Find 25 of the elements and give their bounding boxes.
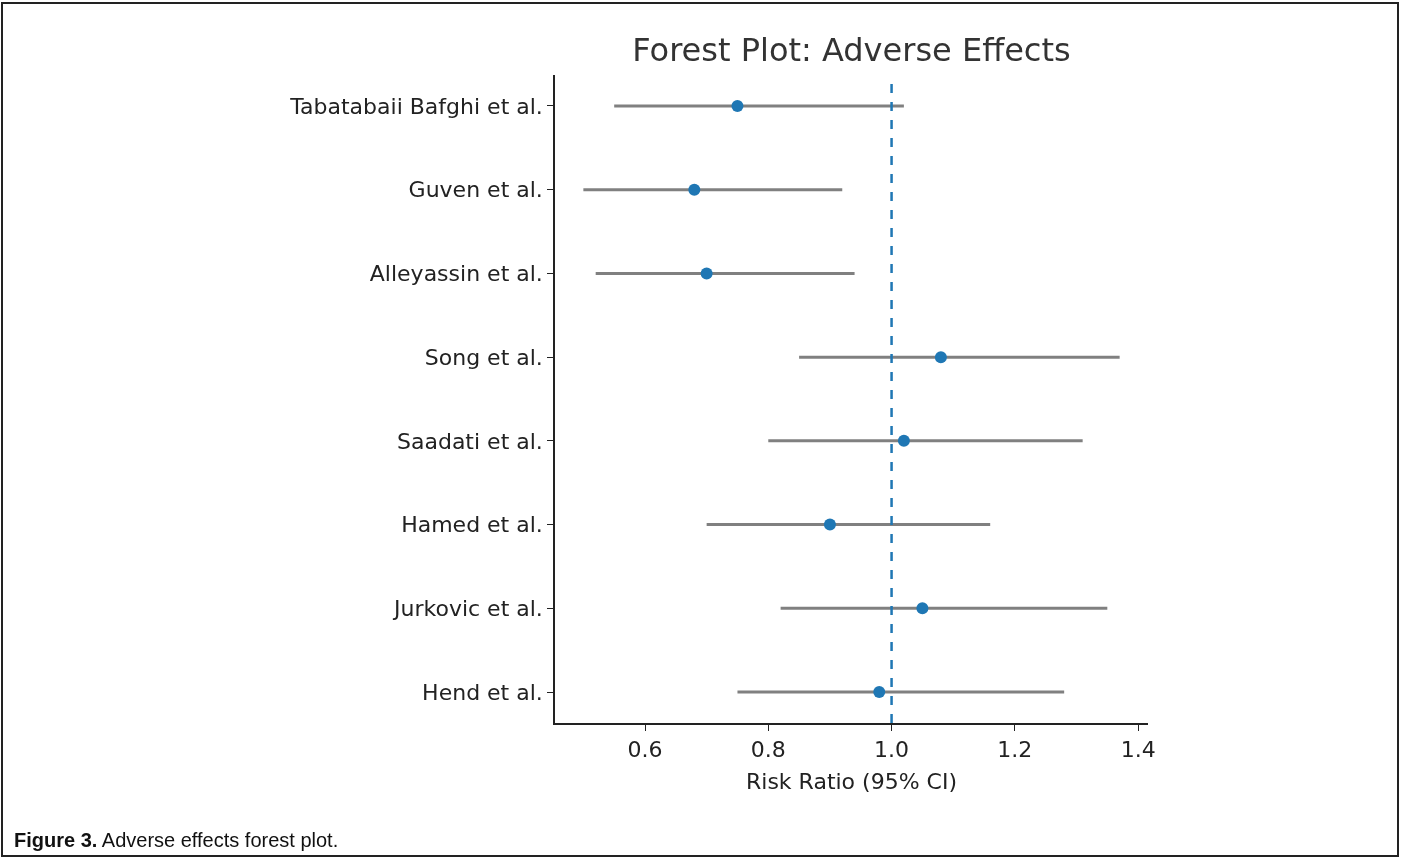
point [897, 434, 910, 447]
text: Adverse effects forest plot. [101, 829, 339, 851]
y-tick-label: Saadati et al. [396, 428, 543, 454]
y-tick-label: Hend et al. [422, 679, 543, 705]
point [934, 351, 947, 364]
y-tick-label: Guven et al. [408, 177, 543, 203]
point [823, 518, 836, 531]
point [916, 602, 929, 615]
y-tick-label: Tabatabaii Bafghi et al. [289, 93, 543, 119]
point [873, 686, 886, 699]
y-tick-label: Alleyassin et al. [369, 261, 543, 287]
x-axis-title: Risk Ratio (95% CI) [746, 768, 957, 794]
y-tick-label: Hamed et al. [401, 512, 543, 538]
x-tick-label: 0.8 [750, 737, 786, 763]
chart-title: Forest Plot: Adverse Effects [632, 31, 1071, 70]
x-tick-label: 1.2 [997, 737, 1033, 763]
point [731, 99, 744, 112]
x-tick-label: 1.0 [874, 737, 910, 763]
y-tick-label: Song et al. [424, 344, 543, 370]
point [700, 267, 713, 280]
x-tick-label: 0.6 [627, 737, 663, 763]
x-tick-label: 1.4 [1120, 737, 1156, 763]
caption: Figure 3. [14, 829, 98, 851]
y-tick-label: Jurkovic et al. [391, 596, 543, 621]
point [688, 183, 701, 196]
